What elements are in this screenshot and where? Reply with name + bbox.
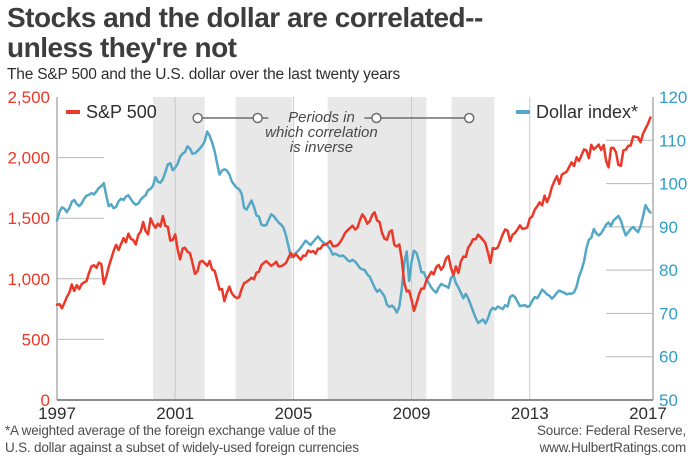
left-axis-tick-label: 2,000: [7, 149, 50, 168]
footnote-line-1: *A weighted average of the foreign excha…: [5, 423, 337, 438]
title-line-2: unless they're not: [7, 32, 237, 63]
x-axis-tick-label: 2017: [629, 404, 667, 423]
chart-footer: *A weighted average of the foreign excha…: [5, 423, 686, 456]
annotation-text: Periods in: [288, 109, 355, 126]
footnote: *A weighted average of the foreign excha…: [5, 423, 359, 456]
inverse-correlation-band: [153, 97, 205, 400]
inverse-correlation-band: [235, 97, 292, 400]
dollar-index-line: [55, 130, 652, 325]
left-axis-tick-label: 1,500: [7, 209, 50, 228]
right-axis-tick-label: 110: [659, 131, 686, 150]
annotation-circle-marker: [463, 112, 475, 124]
right-axis-tick-label: 50: [659, 391, 678, 410]
source-credit: Source: Federal Reserve, www.HulbertRati…: [537, 423, 686, 456]
inverse-correlation-band: [327, 97, 427, 400]
chart-header: Stocks and the dollar are correlated-- u…: [7, 3, 683, 84]
right-axis-tick-label: 120: [659, 88, 687, 107]
annotation-text: which correlation: [265, 124, 378, 141]
annotation-circle-marker: [371, 112, 382, 124]
x-axis-tick-label: 2001: [156, 404, 194, 423]
right-axis-tick-label: 90: [659, 218, 678, 237]
annotation-text: is inverse: [290, 139, 353, 156]
right-axis-tick-label: 70: [659, 304, 678, 323]
x-axis-tick-label: 2005: [274, 404, 312, 423]
left-axis-tick-label: 0: [41, 391, 50, 410]
footnote-line-2: U.S. dollar against a subset of widely-u…: [5, 439, 359, 455]
title-line-1: Stocks and the dollar are correlated--: [7, 2, 483, 33]
page-title: Stocks and the dollar are correlated-- u…: [7, 3, 683, 63]
source-line-1: Source: Federal Reserve,: [536, 423, 686, 438]
right-axis-tick-label: 80: [659, 261, 678, 280]
left-axis-tick-label: 1,000: [7, 270, 50, 289]
dollar-index-legend-label: Dollar index*: [536, 102, 638, 122]
source-line-2: www.HulbertRatings.com: [539, 439, 687, 455]
x-axis-tick-label: 2013: [511, 404, 549, 423]
left-axis-tick-label: 500: [22, 330, 50, 349]
right-axis-tick-label: 60: [659, 348, 678, 367]
sp500-line: [55, 116, 652, 313]
annotation-circle-marker: [192, 112, 203, 124]
annotation-circle-marker: [252, 112, 263, 124]
right-axis-tick-label: 100: [659, 175, 687, 194]
sp500-legend-label: S&P 500: [86, 102, 157, 122]
x-axis-tick-label: 1997: [38, 404, 76, 423]
chart-subtitle: The S&P 500 and the U.S. dollar over the…: [7, 66, 401, 83]
x-axis-tick-label: 2009: [393, 404, 431, 423]
left-axis-tick-label: 2,500: [7, 88, 50, 107]
